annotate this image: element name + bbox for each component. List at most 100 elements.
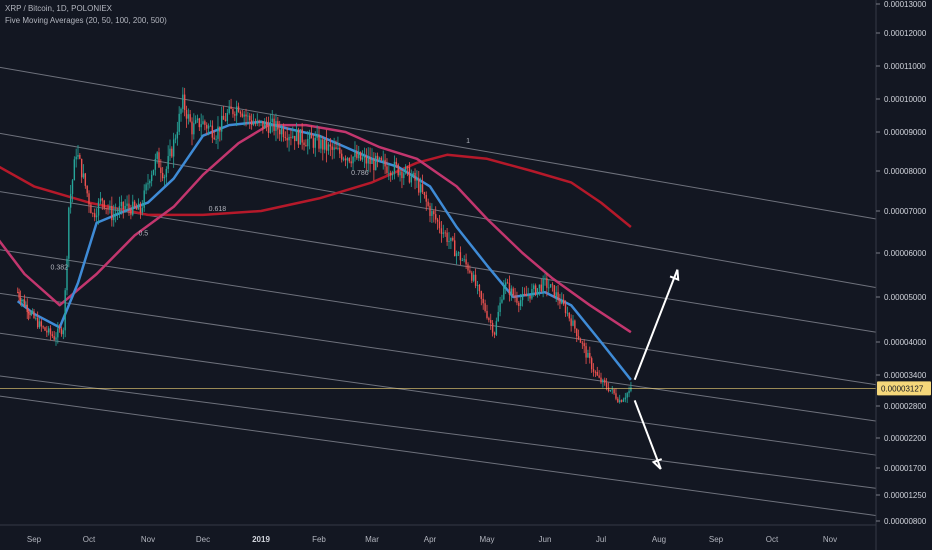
candle-body [44,327,46,331]
candle-body [200,124,202,128]
candle-body [36,317,39,328]
candle-body [82,173,85,178]
candle-body [290,136,292,138]
candle-body [165,168,168,178]
candle-body [327,144,330,151]
candle-body [172,139,175,157]
candle-body [213,137,215,139]
candle-body [264,121,266,129]
candle-body [371,159,373,164]
candle-body [581,342,584,344]
arrow-shaft-1 [633,269,679,381]
candle-body [228,106,230,114]
candle-body [622,399,625,402]
candle-body [202,121,204,125]
candle-body [19,297,22,302]
candle-body [359,152,362,160]
price-tick-label: 0.00002200 [884,434,927,443]
time-tick-label: Sep [709,535,724,544]
candle-body [393,161,396,174]
candle-body [92,213,94,214]
candle-body [399,171,401,176]
candle-body [476,284,479,286]
candle-body [363,155,366,158]
candle-body [68,207,70,259]
candle-body [531,288,533,299]
candle-body [607,387,610,392]
candle-body [436,219,439,222]
candle-body [369,157,371,164]
candle-body [604,379,606,383]
candle-body [570,318,572,326]
candles [17,87,632,404]
candle-body [113,213,115,221]
candle-body [412,172,414,177]
price-axis[interactable]: 0.00013000 0.00012000 0.00011000 0.00010000… [875,0,927,550]
candle-body [141,207,143,213]
candle-body [94,213,96,218]
candle-body [71,180,74,194]
candle-body [367,157,369,164]
candle-body [427,201,429,206]
candle-body [587,353,589,358]
candle-body [25,304,27,306]
candle-body [128,203,130,209]
candle-body [553,285,556,298]
candle-body [292,135,294,138]
candle-body [288,136,290,141]
candle-body [40,321,43,327]
candle-body [53,336,55,340]
candle-body [88,193,90,205]
candle-body [193,123,195,135]
candle-body [279,129,281,135]
candle-body [316,135,318,138]
candle-body [501,299,503,303]
candle-body [224,119,227,121]
candle-body [401,171,403,179]
candle-body [222,115,225,120]
candle-body [185,110,188,119]
time-tick-label: Sep [27,535,42,544]
candle-body [410,176,412,183]
candle-body [323,139,326,150]
candle-body [33,311,35,318]
candle-body [605,382,608,388]
candle-body [503,285,505,300]
candle-body [380,157,383,161]
time-tick-label: Nov [823,535,837,544]
candle-body [459,252,462,261]
candle-body [262,121,264,129]
candle-body [435,214,437,220]
time-tick-label: Dec [196,535,210,544]
candle-body [299,129,301,145]
candle-body [361,157,364,160]
candle-body [116,212,119,214]
candle-body [31,311,34,313]
candle-body [386,166,388,173]
candle-body [66,258,68,291]
candle-body [158,152,160,168]
time-axis[interactable]: Sep Oct Nov Dec 2019 Feb Mar Apr May Jun Jul Aug Sep… [0,524,876,544]
candle-body [97,201,100,216]
candle-body [339,147,341,154]
candle-body [152,169,155,175]
candle-body [457,252,460,254]
candle-body [273,118,275,131]
candle-body [557,292,559,301]
candle-body [171,148,173,157]
candle-body [120,201,123,207]
candle-body [555,292,557,298]
candle-body [505,282,507,286]
candle-body [167,156,169,169]
candle-body [21,300,23,302]
candle-body [382,159,384,161]
price-tick-label: 0.00009000 [884,128,927,137]
candle-body [497,311,499,322]
channel-line-6 [0,332,876,456]
candle-body [465,259,467,265]
candle-body [154,158,157,170]
price-tick-label: 0.00008000 [884,167,927,176]
candle-body [84,173,87,186]
candle-body [293,135,296,142]
